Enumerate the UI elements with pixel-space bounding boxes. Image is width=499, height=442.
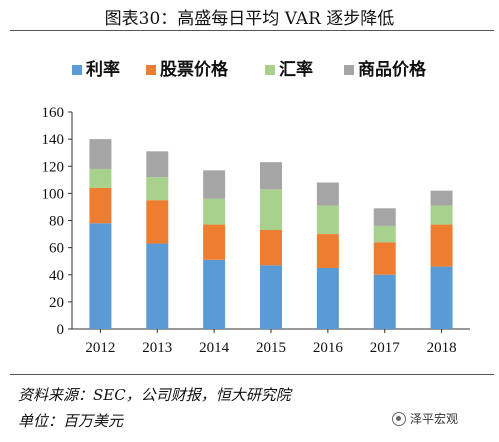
legend: 利率 股票价格 汇率 商品价格: [72, 59, 427, 80]
legend-label-0: 利率: [86, 59, 120, 80]
bar-2015-series-1: [260, 229, 282, 266]
bar-2018-series-1: [430, 224, 453, 267]
axes: 0 20 40 60 80 100 120 140 160: [42, 105, 470, 338]
footer-rule: [10, 374, 494, 375]
bar-2016-series-0: [316, 267, 339, 329]
y-tick-label-2: 40: [49, 268, 64, 284]
x-tick-label-0: 2012: [85, 340, 115, 356]
watermark: 泽平宏观: [392, 410, 458, 427]
legend-label-3: 商品价格: [358, 59, 427, 80]
bar-2013-series-2: [146, 177, 169, 201]
bar-2015-series-3: [260, 162, 282, 190]
y-tick-label-5: 100: [42, 186, 65, 202]
y-tick-label-3: 60: [49, 241, 64, 257]
bar-2014-series-3: [203, 170, 226, 199]
bar-2017-series-1: [373, 242, 396, 275]
y-tick-label-1: 20: [49, 295, 64, 311]
bar-2016-series-1: [316, 234, 339, 268]
y-tick-label-6: 120: [42, 159, 65, 175]
source-note: 资料来源：SEC，公司财报，恒大研究院: [18, 386, 291, 404]
y-tick-label-4: 80: [49, 214, 64, 230]
bar-2013-series-0: [146, 243, 169, 329]
bar-2017-series-3: [373, 208, 396, 226]
bar-2013-series-3: [146, 151, 169, 178]
x-tick-label-3: 2015: [256, 340, 286, 356]
chart-title: 图表30：高盛每日平均 VAR 逐步降低: [104, 9, 395, 29]
y-tick-label-8: 160: [42, 105, 65, 121]
bar-2018-series-0: [430, 266, 453, 329]
bar-2012-series-3: [89, 139, 112, 169]
bar-2016-series-3: [316, 182, 339, 206]
x-tick-label-2: 2014: [199, 340, 230, 356]
watermark-text: 泽平宏观: [410, 412, 459, 426]
x-tick-label-1: 2013: [142, 340, 172, 356]
legend-label-2: 汇率: [279, 59, 313, 80]
bar-2018-series-2: [430, 205, 453, 225]
y-tick-label-7: 140: [42, 132, 65, 148]
bar-2012-series-1: [89, 187, 112, 224]
y-tick-label-0: 0: [57, 322, 65, 338]
bar-2014-series-1: [203, 224, 226, 260]
bar-2012-series-2: [89, 168, 112, 188]
bar-2012-series-0: [89, 223, 112, 329]
unit-note: 单位：百万美元: [18, 412, 124, 430]
legend-label-1: 股票价格: [160, 59, 229, 80]
wechat-icon: [392, 411, 406, 426]
x-tick-labels: 2012 2013 2014 2015 2016 2017 2018: [85, 329, 457, 356]
bar-2015-series-0: [260, 265, 282, 329]
x-tick-label-5: 2017: [370, 340, 401, 356]
bar-2017-series-2: [373, 225, 396, 243]
x-tick-label-4: 2016: [313, 340, 344, 356]
legend-swatch-0: [72, 65, 82, 75]
bar-2017-series-0: [373, 274, 396, 329]
bars: [89, 139, 453, 329]
bar-2013-series-1: [146, 200, 169, 244]
legend-swatch-1: [146, 65, 156, 75]
x-tick-label-6: 2018: [427, 340, 457, 356]
legend-swatch-3: [344, 65, 354, 75]
bar-2018-series-3: [430, 190, 453, 206]
bar-2014-series-0: [203, 259, 226, 329]
title-rule: [10, 30, 494, 31]
legend-swatch-2: [265, 65, 275, 75]
bar-2014-series-2: [203, 198, 226, 225]
bar-2015-series-2: [260, 189, 282, 230]
bar-2016-series-2: [316, 205, 339, 235]
